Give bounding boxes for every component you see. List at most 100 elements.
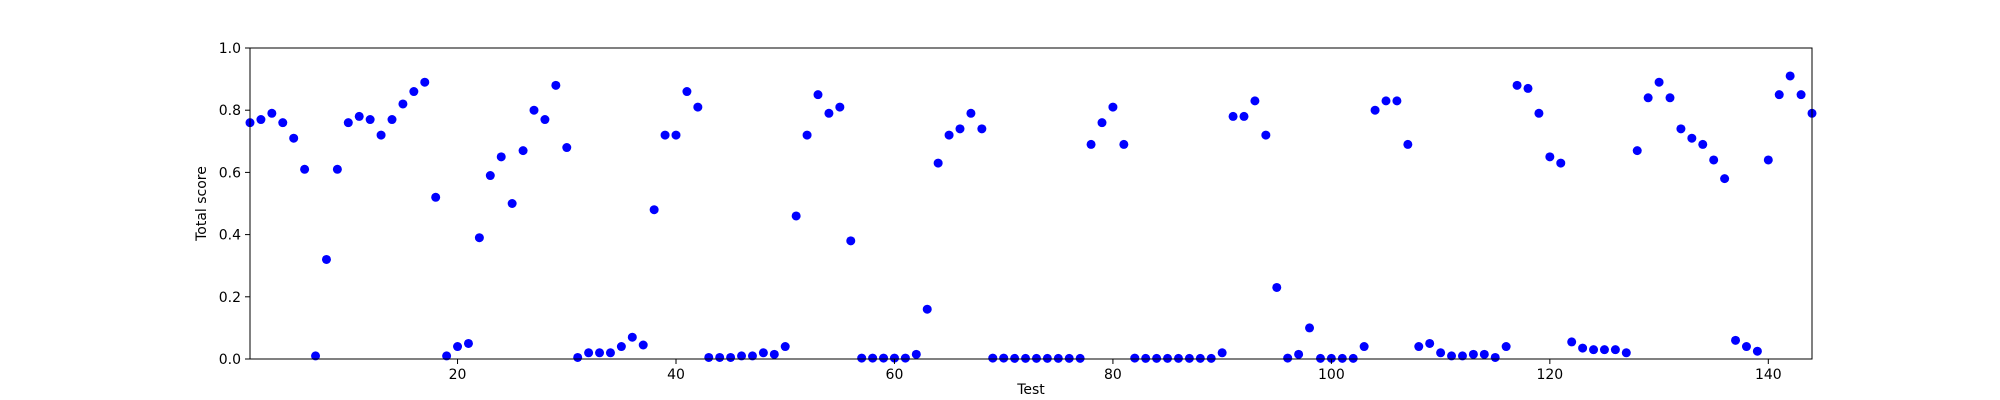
data-point (1567, 337, 1577, 347)
x-tick-label: 100 (1318, 367, 1345, 383)
data-point (584, 348, 594, 358)
data-point (1731, 335, 1741, 345)
data-point (835, 102, 845, 112)
data-point (1075, 353, 1085, 363)
data-point (321, 254, 331, 264)
data-point (1545, 152, 1555, 162)
data-point (1785, 71, 1795, 81)
data-points (245, 71, 1817, 363)
data-point (868, 353, 878, 363)
data-point (1479, 349, 1489, 359)
data-point (300, 164, 310, 174)
x-axis-ticks: 20 40 60 80 100 120 140 (449, 359, 1782, 383)
data-point (1763, 155, 1773, 165)
data-point (1294, 349, 1304, 359)
data-point (1173, 353, 1183, 363)
data-point (595, 348, 605, 358)
data-point (332, 164, 342, 174)
data-point (649, 205, 659, 215)
y-axis-label: Total score (194, 166, 210, 242)
data-point (1468, 349, 1478, 359)
y-tick-label: 0.4 (219, 228, 241, 244)
data-point (1599, 345, 1609, 355)
x-tick-label: 140 (1755, 367, 1782, 383)
data-point (988, 353, 998, 363)
data-point (879, 353, 889, 363)
data-point (1239, 111, 1249, 121)
data-point (693, 102, 703, 112)
data-point (1217, 348, 1227, 358)
data-point (1086, 139, 1096, 149)
data-point (1643, 93, 1653, 103)
data-point (376, 130, 386, 140)
data-point (485, 171, 495, 181)
data-point (1436, 348, 1446, 358)
data-point (1687, 133, 1697, 143)
data-point (354, 111, 364, 121)
data-point (278, 118, 288, 128)
data-point (1348, 353, 1358, 363)
data-point (409, 87, 419, 97)
data-point (1676, 124, 1686, 134)
data-point (1031, 353, 1041, 363)
data-point (474, 233, 484, 243)
data-point (1250, 96, 1260, 106)
data-point (289, 133, 299, 143)
data-point (627, 332, 637, 342)
data-point (824, 108, 834, 118)
data-point (1610, 345, 1620, 355)
data-point (1184, 353, 1194, 363)
data-point (1392, 96, 1402, 106)
data-point (1053, 353, 1063, 363)
data-point (562, 143, 572, 153)
data-point (420, 77, 430, 87)
data-point (682, 87, 692, 97)
data-point (1698, 139, 1708, 149)
data-point (1064, 353, 1074, 363)
data-point (747, 351, 757, 361)
data-point (1774, 90, 1784, 100)
data-point (1665, 93, 1675, 103)
data-point (1315, 353, 1325, 363)
data-point (453, 342, 463, 352)
data-point (802, 130, 812, 140)
data-point (1152, 353, 1162, 363)
data-point (1490, 352, 1500, 362)
data-point (1654, 77, 1664, 87)
data-point (1556, 158, 1566, 168)
data-point (529, 105, 539, 115)
data-point (1163, 353, 1173, 363)
data-point (955, 124, 965, 134)
data-point (889, 353, 899, 363)
data-point (1589, 345, 1599, 355)
y-axis-ticks: 0.0 0.2 0.4 0.6 0.8 1.0 (219, 41, 250, 368)
data-point (551, 80, 561, 90)
data-point (311, 351, 321, 361)
data-point (900, 353, 910, 363)
data-point (1741, 342, 1751, 352)
data-point (1042, 353, 1052, 363)
data-point (846, 236, 856, 246)
x-tick-label: 80 (1104, 367, 1122, 383)
data-point (1228, 111, 1238, 121)
data-point (638, 340, 648, 350)
data-point (1272, 282, 1282, 292)
data-point (1130, 353, 1140, 363)
data-point (758, 348, 768, 358)
data-point (1425, 338, 1435, 348)
data-point (1021, 353, 1031, 363)
data-point (1359, 342, 1369, 352)
data-point (1501, 342, 1511, 352)
data-point (463, 338, 473, 348)
data-point (660, 130, 670, 140)
data-point (1010, 353, 1020, 363)
data-point (1403, 139, 1413, 149)
data-point (944, 130, 954, 140)
data-point (1337, 353, 1347, 363)
data-point (1108, 102, 1118, 112)
data-point (1261, 130, 1271, 140)
y-tick-label: 0.2 (219, 290, 241, 306)
x-tick-label: 40 (667, 367, 685, 383)
data-point (507, 199, 517, 208)
data-point (573, 352, 583, 362)
